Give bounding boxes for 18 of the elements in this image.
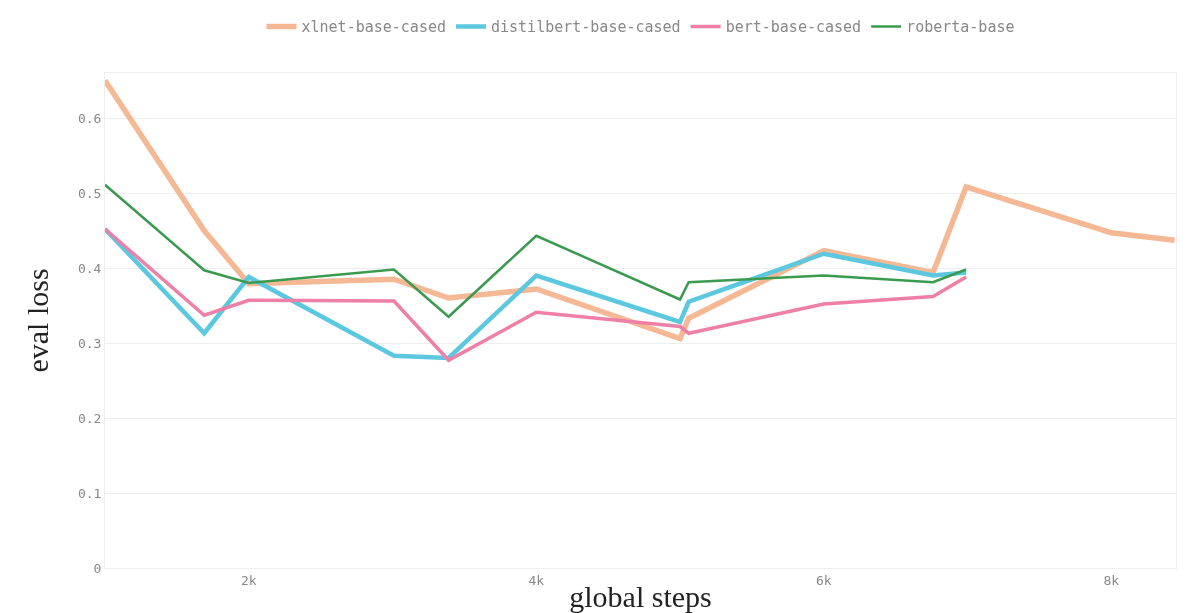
x-tick-label: 8k (1103, 572, 1120, 588)
y-tick-label: 0.4 (77, 260, 102, 276)
x-tick-label: 2k (240, 572, 257, 588)
line-series (105, 183, 968, 318)
legend-label: distilbert-base-cased (491, 18, 681, 37)
legend-label: roberta-base (906, 18, 1015, 37)
legend-label: xlnet-base-cased (301, 18, 446, 37)
y-tick-label: 0.6 (77, 110, 102, 126)
y-tick-label: 0.2 (77, 410, 102, 426)
y-tick-label: 0.1 (77, 485, 102, 501)
y-tick-label: 0.3 (77, 335, 102, 351)
x-tick-label: 6k (815, 572, 832, 588)
x-tick-label: 4k (528, 572, 545, 588)
y-tick-label: 0.5 (77, 185, 102, 201)
x-axis-title: global steps (569, 580, 712, 613)
y-tick-label: 0 (93, 560, 102, 576)
legend-label: bert-base-cased (725, 18, 862, 37)
y-axis-title: eval loss (20, 268, 54, 373)
